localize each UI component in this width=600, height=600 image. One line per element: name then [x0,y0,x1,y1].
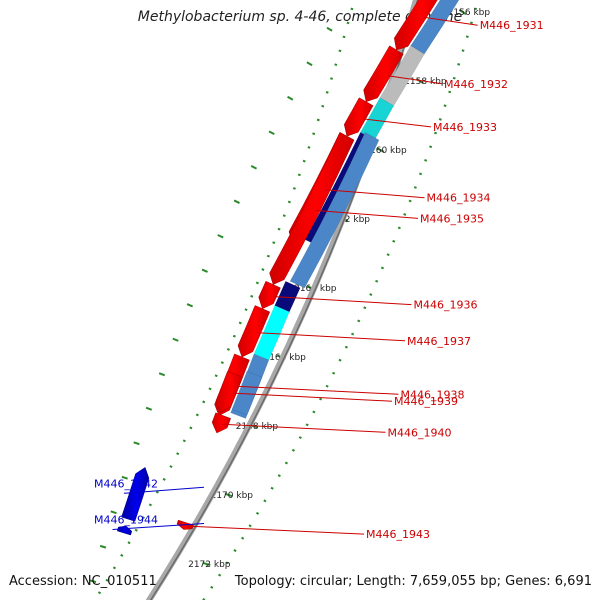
gene-arrow-m446-1937[interactable] [237,305,271,358]
gene-arrow-m446-1933[interactable] [343,97,374,137]
outer-ring-tick [110,510,117,515]
accession-text: Accession: NC_010511 [9,574,157,589]
gene-leader-m446-1942 [123,486,205,494]
gene-label-m446-1943[interactable]: M446_1943 [366,528,430,541]
gene-arrow-m446-1932[interactable] [363,45,404,103]
gene-leader-m446-1937 [258,332,406,342]
gene-arrow-m446-1936[interactable] [258,280,281,310]
gene-arrow-m446-1939[interactable] [215,370,243,413]
outer-ring-tick [250,165,257,170]
outer-ring-tick [268,130,275,136]
outer-ring-tick [233,199,240,204]
kbp-tick [202,561,211,567]
kbp-tick-label: 2160 kbp [364,146,407,156]
gene-leader-m446-1940 [222,423,386,433]
genome-stats-text: Topology: circular; Length: 7,659,055 bp… [234,574,592,589]
gene-arrow-m446-1942[interactable] [121,467,150,522]
backbone-arc [145,0,419,600]
kbp-tick-label: 2170 kbp [211,491,254,501]
kbp-tick-label: 2156 kbp [448,8,491,18]
outer-ring-tick [89,579,97,584]
outer-ring-tick [201,268,208,273]
gene-leader-m446-1932 [387,75,443,85]
gene-track [116,0,444,536]
gene-leader-m446-1939 [233,392,393,402]
kbp-tick [376,147,385,153]
outer-dotted-ring [93,0,356,600]
feature-track [230,0,460,419]
gene-label-m446-1933[interactable]: M446_1933 [433,121,497,134]
outer-ring-tick [172,337,179,342]
gene-arrow-m446-1940[interactable] [211,412,231,434]
outer-ring-tick [326,26,333,32]
gene-label-m446-1942[interactable]: M446_1942 [94,477,158,490]
kbp-tick-label: 2168 kbp [236,422,279,432]
gene-leader-m446-1931 [423,16,478,26]
kbp-tick-label: 2172 kbp [188,560,231,570]
gene-label-m446-1939[interactable]: M446_1939 [394,395,458,408]
gene-arrow-m446-1931[interactable] [394,0,444,51]
gene-label-m446-1940[interactable]: M446_1940 [388,426,452,439]
outer-ring-tick [133,441,140,446]
map-title: Methylobacterium sp. 4-46, complete geno… [137,9,463,25]
gene-arrow-m446-1935[interactable] [269,132,355,285]
gene-label-m446-1937[interactable]: M446_1937 [407,335,471,348]
gene-labels: M446_1931 M446_1932 M446_1933 M446_1934 M446… [94,16,544,541]
feature-bar-m446-1935 [289,131,380,289]
gene-label-m446-1936[interactable]: M446_1936 [414,299,478,312]
gene-label-m446-1934[interactable]: M446_1934 [427,192,491,205]
outer-ring-tick [99,544,107,549]
gene-leader-m446-1933 [363,118,432,128]
gene-leader-m446-1944 [112,523,205,530]
gene-label-m446-1935[interactable]: M446_1935 [420,212,484,225]
outer-ring-tick [121,475,128,480]
gene-label-m446-1938[interactable]: M446_1938 [401,388,465,401]
outer-ring-tick [306,61,313,67]
gene-arrow-m446-1944[interactable] [116,525,133,536]
outer-ring-tick [287,95,294,101]
gene-leader-m446-1943 [186,525,365,535]
gene-leader-m446-1934 [325,189,425,199]
kbp-tick-label: 2158 kbp [404,77,447,87]
gene-label-m446-1931[interactable]: M446_1931 [480,19,544,32]
genome-backbone [145,0,419,600]
outer-ring-tick [217,234,224,239]
kbp-tick-label: 2162 kbp [328,215,371,225]
gene-leader-m446-1936 [274,296,412,306]
backbone-arc-edge [149,0,419,600]
outer-ring-tick [158,372,166,377]
gene-label-m446-1944[interactable]: M446_1944 [94,514,158,527]
feature-bar-m446-1939 [231,370,263,416]
gene-label-m446-1932[interactable]: M446_1932 [444,78,508,91]
gene-leader-m446-1938 [236,385,399,395]
gene-leader-m446-1935 [314,209,419,219]
outer-ring-tick [186,303,194,308]
kbp-tick [224,492,233,498]
kbp-tick [458,8,467,16]
outer-ring-tick [145,406,153,411]
